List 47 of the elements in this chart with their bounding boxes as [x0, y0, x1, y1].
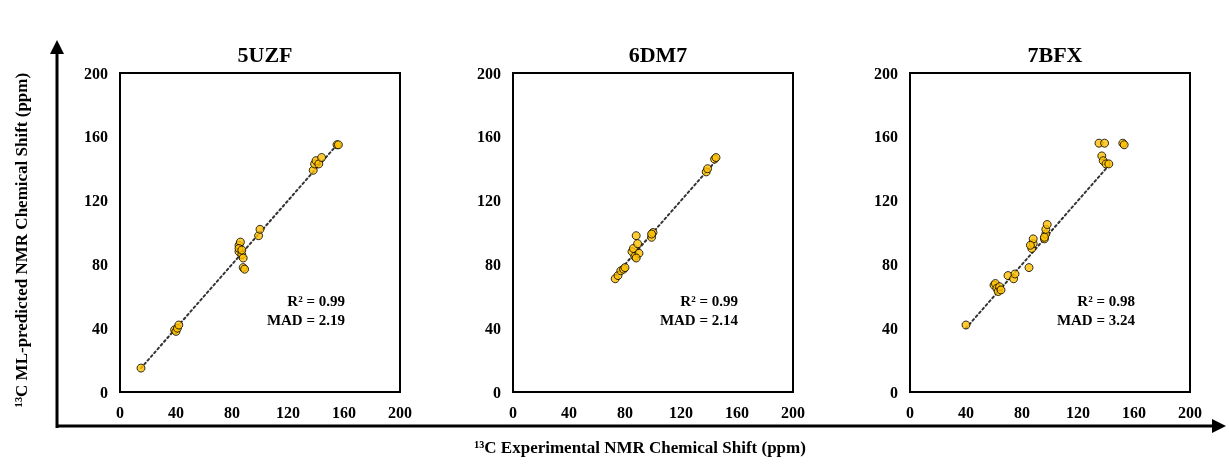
y-tick-label: 0 — [100, 383, 108, 401]
y-tick-label: 0 — [890, 383, 898, 401]
y-axis-title: ¹³C ML-predicted NMR Chemical Shift (ppm) — [12, 72, 32, 408]
y-tick-label: 200 — [477, 64, 501, 82]
x-axis-title: ¹³C Experimental NMR Chemical Shift (ppm) — [474, 438, 806, 458]
x-tick-label: 200 — [1178, 403, 1202, 421]
y-tick-label: 0 — [493, 383, 501, 401]
y-tick-label: 40 — [485, 319, 501, 337]
annotation: MAD = 3.24 — [1056, 311, 1136, 328]
annotation: MAD = 2.14 — [659, 311, 739, 328]
x-tick-label: 160 — [725, 403, 749, 421]
x-tick-label: 160 — [1122, 403, 1146, 421]
y-tick-label: 120 — [84, 192, 108, 210]
y-tick-label: 160 — [477, 128, 501, 146]
x-tick-label: 40 — [168, 403, 184, 421]
x-tick-label: 40 — [561, 403, 577, 421]
y-tick-label: 200 — [84, 64, 108, 82]
x-tick-label: 160 — [332, 403, 356, 421]
x-tick-label: 120 — [276, 403, 300, 421]
annotation: R² = 0.98 — [1077, 292, 1136, 309]
annotation: R² = 0.99 — [680, 292, 739, 309]
x-tick-label: 0 — [509, 403, 517, 421]
y-tick-label: 80 — [92, 255, 108, 273]
chart-title: 7BFX — [1027, 41, 1083, 67]
x-tick-label: 40 — [958, 403, 974, 421]
x-tick-label: 80 — [1014, 403, 1030, 421]
chart-title: 6DM7 — [628, 41, 688, 67]
x-tick-label: 0 — [906, 403, 914, 421]
y-tick-label: 80 — [882, 255, 898, 273]
y-tick-label: 40 — [882, 319, 898, 337]
x-tick-label: 120 — [1066, 403, 1090, 421]
y-tick-label: 160 — [874, 128, 898, 146]
y-tick-label: 160 — [84, 128, 108, 146]
x-tick-label: 120 — [669, 403, 693, 421]
x-tick-label: 200 — [781, 403, 805, 421]
x-tick-label: 80 — [617, 403, 633, 421]
y-tick-label: 40 — [92, 319, 108, 337]
y-tick-label: 80 — [485, 255, 501, 273]
x-tick-label: 200 — [388, 403, 412, 421]
x-tick-label: 0 — [116, 403, 124, 421]
x-tick-label: 80 — [224, 403, 240, 421]
y-tick-label: 120 — [477, 192, 501, 210]
y-tick-label: 120 — [874, 192, 898, 210]
chart-title: 5UZF — [237, 41, 293, 67]
annotation: MAD = 2.19 — [266, 311, 345, 328]
annotation: R² = 0.99 — [287, 292, 346, 309]
y-tick-label: 200 — [874, 64, 898, 82]
